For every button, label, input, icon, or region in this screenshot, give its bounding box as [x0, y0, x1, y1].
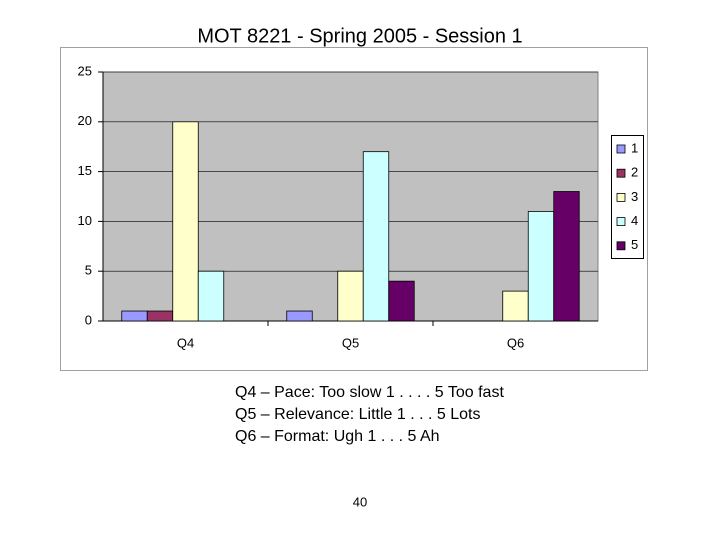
x-tick-label: Q6: [507, 335, 524, 350]
bar: [146, 310, 174, 322]
bar: [172, 121, 199, 322]
note: Q6 – Format: Ugh 1 . . . 5 Ah: [235, 428, 440, 445]
bar: [388, 280, 415, 322]
bar: [362, 151, 390, 322]
legend-label: 1: [631, 140, 638, 155]
legend-swatch: [616, 217, 626, 227]
y-tick-label: 25: [78, 63, 92, 78]
legend: [611, 135, 644, 259]
note: Q5 – Relevance: Little 1 . . . 5 Lots: [235, 406, 480, 423]
bar: [553, 191, 580, 322]
y-tick-label: 0: [85, 312, 92, 327]
y-tick-label: 5: [85, 263, 92, 278]
y-tick-label: 15: [78, 163, 92, 178]
legend-label: 4: [631, 213, 638, 228]
y-tick-label: 10: [78, 213, 92, 228]
x-tick-label: Q5: [342, 335, 359, 350]
legend-swatch: [616, 241, 626, 251]
legend-label: 5: [631, 237, 638, 252]
legend-swatch: [616, 168, 626, 178]
legend-swatch: [616, 144, 626, 154]
bar: [286, 310, 313, 322]
bar: [527, 211, 555, 322]
chart-title: MOT 8221 - Spring 2005 - Session 1: [197, 25, 522, 47]
legend-swatch: [616, 192, 626, 202]
note: Q4 – Pace: Too slow 1 . . . . 5 Too fast: [235, 384, 504, 401]
bar: [197, 270, 225, 322]
bar: [337, 270, 364, 322]
x-tick-label: Q4: [177, 335, 194, 350]
page-number: 40: [353, 494, 367, 509]
legend-label: 2: [631, 165, 638, 180]
legend-label: 3: [631, 189, 638, 204]
y-tick-label: 20: [78, 113, 92, 128]
bar: [121, 310, 148, 322]
bar: [502, 290, 529, 322]
